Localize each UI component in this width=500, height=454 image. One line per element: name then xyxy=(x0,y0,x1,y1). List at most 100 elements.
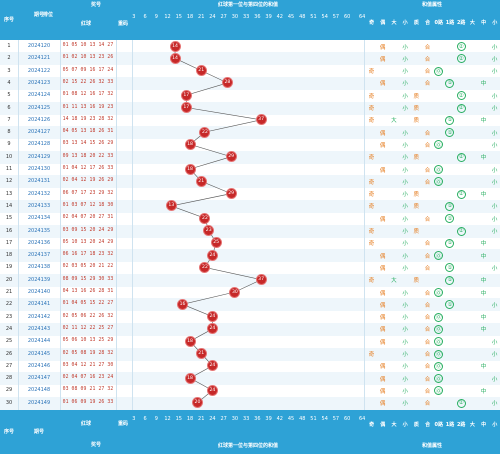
attribute-mark: 合 xyxy=(424,130,431,137)
row-seq: 8 xyxy=(7,129,11,136)
row-seq: 24 xyxy=(5,325,13,332)
row-period: 2024149 xyxy=(27,399,51,406)
row-period: 2024124 xyxy=(27,92,51,99)
value-tick: 6 xyxy=(143,13,147,20)
sum-ball: 24 xyxy=(207,361,217,371)
attribute-mark: 奇 xyxy=(368,179,375,186)
attribute-mark: 小 xyxy=(491,56,498,63)
value-tick: 15 xyxy=(175,13,182,20)
column-separator xyxy=(132,40,133,410)
attribute-mark: 中 xyxy=(480,118,487,125)
attribute-mark: 合 xyxy=(424,315,431,322)
attribute-mark: 合 xyxy=(424,253,431,260)
attribute-mark: 小 xyxy=(402,265,408,272)
attribute-label: 奇 xyxy=(369,19,375,26)
row-period: 2024143 xyxy=(27,325,51,332)
attribute-mark: 小 xyxy=(491,44,498,51)
sum-ball: 17 xyxy=(181,90,191,100)
attribute-mark: ① xyxy=(445,115,455,125)
attribute-mark: 小 xyxy=(491,376,498,383)
attribute-label: 大 xyxy=(469,421,475,428)
attribute-mark: ⓪ xyxy=(434,165,444,174)
table-row: 2 2024121 01 02 10 13 23 26 14 偶 小 合 ② 小 xyxy=(0,52,500,66)
value-tick: 60 xyxy=(343,415,351,422)
attribute-mark: ① xyxy=(445,263,455,273)
attribute-mark: ② xyxy=(456,103,466,113)
attribute-footer: 和值属性 xyxy=(421,442,442,449)
sum-ball: 17 xyxy=(181,103,191,112)
attribute-mark: 小 xyxy=(491,106,498,112)
attribute-mark: 偶 xyxy=(379,130,386,137)
attribute-mark: 偶 xyxy=(379,216,386,223)
table-row: 20 2024139 08 09 15 29 30 33 37 奇 大 质 ① 中 xyxy=(0,273,500,287)
row-numbers: 02 04 07 16 23 24 xyxy=(62,375,114,381)
value-tick: 45 xyxy=(287,13,295,20)
row-seq: 22 xyxy=(5,301,13,308)
sum-ball: 18 xyxy=(185,139,195,149)
attribute-mark: 质 xyxy=(413,192,420,199)
attribute-mark: 偶 xyxy=(379,167,386,174)
value-tick: 54 xyxy=(321,13,328,20)
row-seq: 16 xyxy=(5,227,13,234)
row-period: 2024132 xyxy=(27,190,51,197)
value-tick: 36 xyxy=(254,415,261,422)
row-period: 2024133 xyxy=(27,202,51,209)
table-row: 13 2024132 06 07 17 23 29 32 29 奇 小质 ② 中 xyxy=(0,188,500,201)
attribute-mark: ⓪ xyxy=(434,374,444,384)
attribute-mark: ② xyxy=(456,42,466,51)
attribute-mark: 奇 xyxy=(368,229,375,235)
attribute-mark: 中 xyxy=(480,364,487,371)
attribute-mark: 偶 xyxy=(379,388,386,395)
attribute-mark: 小 xyxy=(402,44,408,51)
attribute-mark: 小 xyxy=(402,241,408,248)
table-row: 11 2024130 01 04 12 17 26 33 18 偶 小 合 ⓪ 小 xyxy=(0,163,500,176)
attribute-label: 大 xyxy=(391,19,397,26)
attribute-mark: 合 xyxy=(424,44,431,51)
attribute-label: 2路 xyxy=(456,19,466,26)
attribute-mark: ② xyxy=(456,226,466,236)
table-row: 27 2024146 03 04 12 21 27 30 24 偶 小 合 ⓪ 中 xyxy=(0,360,500,373)
row-numbers: 05 07 09 16 17 24 xyxy=(62,67,114,73)
attribute-mark: 合 xyxy=(424,56,431,63)
table-row: 9 2024128 03 13 14 15 26 29 18 偶 小 合 ⓪ 小 xyxy=(0,138,500,151)
table-row: 16 2024135 03 09 15 20 24 29 23 奇小质 ② 小 xyxy=(0,224,500,238)
attribute-mark: 小 xyxy=(402,81,408,88)
attribute-mark: 合 xyxy=(424,302,431,309)
attribute-mark: 偶 xyxy=(379,339,386,346)
attribute-mark: 质 xyxy=(413,106,420,112)
attribute-mark: 合 xyxy=(424,339,431,346)
attribute-mark: 中 xyxy=(480,290,487,297)
attribute-mark: 偶 xyxy=(379,401,386,408)
seq-header: 序号 xyxy=(3,16,14,23)
attribute-mark: 中 xyxy=(480,81,487,88)
value-tick: 51 xyxy=(310,415,317,422)
row-period: 2024144 xyxy=(27,338,51,345)
sort-header[interactable]: 排位 xyxy=(42,11,53,18)
attribute-mark: 合 xyxy=(424,376,431,383)
attribute-mark: ① xyxy=(445,214,455,224)
sum-ball: 29 xyxy=(226,189,236,199)
row-period: 2024136 xyxy=(27,239,51,246)
sum-ball: 21 xyxy=(196,176,206,186)
sum-ball: 24 xyxy=(207,312,217,322)
attribute-header: 和值属性 xyxy=(421,1,442,8)
attribute-mark: 合 xyxy=(424,167,431,174)
attribute-mark: 偶 xyxy=(379,56,386,63)
attribute-mark: 偶 xyxy=(379,290,386,297)
value-tick: 33 xyxy=(242,415,250,422)
table-row: 19 2024138 02 03 05 20 21 22 22 偶 小 合 ① 小 xyxy=(0,261,500,274)
value-tick: 9 xyxy=(154,415,158,422)
attribute-label: 偶 xyxy=(380,421,386,428)
attribute-label: 奇 xyxy=(369,421,375,428)
sum-ball: 16 xyxy=(178,299,188,309)
row-seq: 6 xyxy=(7,104,11,111)
sum-ball: 24 xyxy=(207,385,217,395)
value-tick: 24 xyxy=(209,13,216,20)
attribute-mark: ① xyxy=(445,238,455,248)
row-period: 2024128 xyxy=(27,141,51,148)
repeat-count-footer: 重码 xyxy=(117,420,128,427)
period-header[interactable]: 期号 xyxy=(33,11,44,18)
sum-ball: 37 xyxy=(256,275,266,285)
seq-footer: 序号 xyxy=(3,428,14,435)
